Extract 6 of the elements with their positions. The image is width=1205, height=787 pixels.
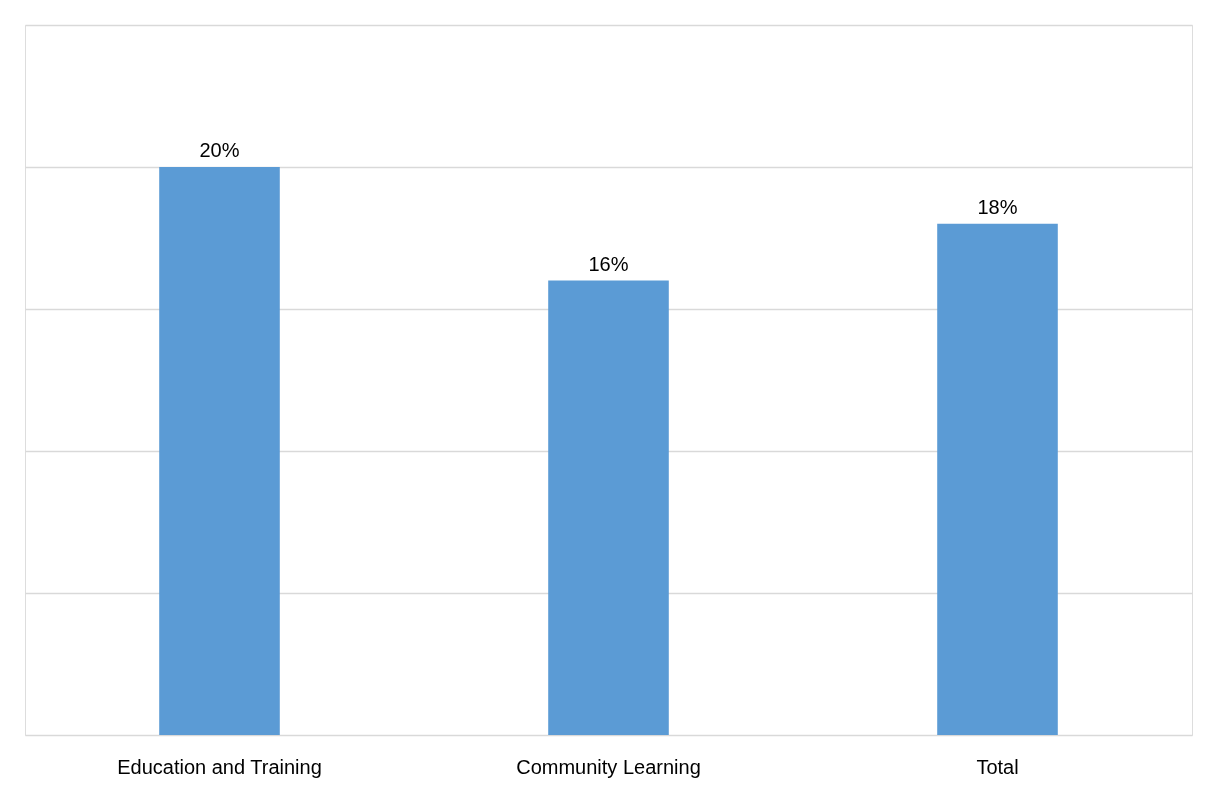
data-label: 18%: [977, 195, 1018, 218]
data-label: 16%: [588, 252, 629, 275]
data-label: 20%: [199, 139, 240, 161]
x-tick-label: Total: [976, 755, 1019, 778]
x-tick-label: Community Learning: [516, 755, 701, 778]
x-tick-label: Education and Training: [117, 755, 322, 778]
